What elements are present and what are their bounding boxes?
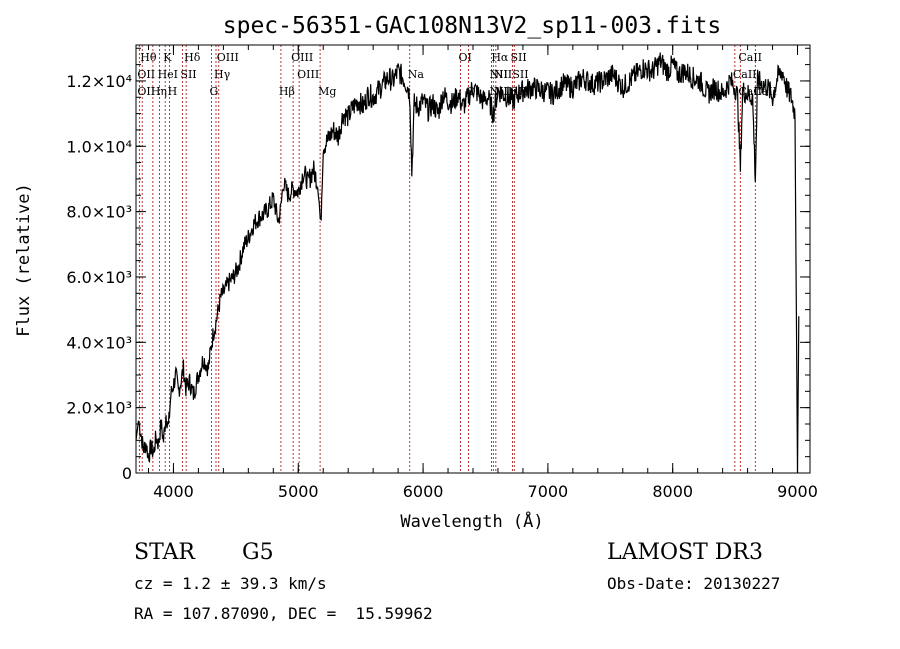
oii-line-label: OII bbox=[137, 85, 155, 98]
y-tick-label: 4.0×10³ bbox=[66, 333, 132, 352]
line-markers bbox=[138, 45, 756, 473]
subclass-label: G5 bbox=[242, 540, 274, 565]
x-axis-label: Wavelength (Å) bbox=[400, 510, 543, 532]
hbeta-line-label: Hβ bbox=[279, 85, 295, 98]
obs-date: Obs-Date: 20130227 bbox=[607, 574, 781, 593]
nii-6583-line-label: NII bbox=[494, 68, 512, 81]
y-axis-label: Flux (relative) bbox=[14, 183, 34, 337]
g-line-label: G bbox=[210, 85, 219, 98]
x-tick-label: 8000 bbox=[652, 482, 693, 501]
x-tick-label: 6000 bbox=[403, 482, 444, 501]
x-axis: 4000 5000 6000 7000 8000 9000 bbox=[147, 45, 818, 501]
plot-frame bbox=[135, 44, 811, 474]
k-line-label: K bbox=[163, 51, 172, 64]
nii-6548-line-label: NII bbox=[489, 68, 507, 81]
coordinates-readout: RA = 107.87090, DEC = 15.59962 bbox=[134, 604, 433, 623]
y-tick-label: 1.0×10⁴ bbox=[66, 137, 132, 156]
heta-line-label: Hη bbox=[151, 85, 167, 98]
x-tick-label: 4000 bbox=[153, 482, 194, 501]
oi-6364-line-label: OI bbox=[467, 85, 480, 98]
mg-line-label: Mg bbox=[318, 85, 336, 98]
hb-line-label: Hθ bbox=[140, 51, 157, 64]
hei-line-label: HeI bbox=[158, 68, 178, 81]
caii-8498-line-label: CaII bbox=[733, 68, 757, 81]
y-tick-label: 8.0×10³ bbox=[66, 203, 132, 222]
caii-8542-line-label: CaII bbox=[738, 51, 762, 64]
x-tick-label: 7000 bbox=[528, 482, 569, 501]
y-tick-label: 2.0×10³ bbox=[66, 399, 132, 418]
nii-6548-line-label: NII bbox=[489, 85, 507, 98]
line-labels: HθOIIOIIHηHeIKSIIHHδGHγOIIIHβOIIIOIIIMgN… bbox=[137, 51, 777, 98]
x-tick-label: 9000 bbox=[777, 482, 818, 501]
x-tick-label: 5000 bbox=[278, 482, 319, 501]
y-tick-label: 1.2×10⁴ bbox=[66, 72, 132, 91]
y-axis: 0 2.0×10³ 4.0×10³ 6.0×10³ 8.0×10³ 1.0×10⁴ 1.2×… bbox=[66, 47, 810, 483]
hgamma-line-label: Hγ bbox=[214, 68, 231, 81]
sii-6731-line-label: SII bbox=[512, 68, 528, 81]
sii-blue-line-label: SII bbox=[180, 68, 196, 81]
oiii-4959-line-label: OIII bbox=[291, 51, 313, 64]
hdelta-line-label: Hδ bbox=[184, 51, 201, 64]
caii-8662-line-label: CaII bbox=[753, 85, 777, 98]
h-line-label: H bbox=[168, 85, 178, 98]
sii-6716-line-label: SII bbox=[510, 85, 526, 98]
oiii-5007-line-label: OIII bbox=[297, 68, 319, 81]
caii-8542-line-label: CaII bbox=[738, 85, 762, 98]
na-line-label: Na bbox=[408, 68, 425, 81]
nii-6583-line-label: NII bbox=[494, 85, 512, 98]
class-label: STAR bbox=[134, 540, 195, 565]
spectrum-plot: spec-56351-GAC108N13V2_sp11-003.fits 400… bbox=[14, 13, 818, 532]
y-tick-label: 0 bbox=[122, 464, 132, 483]
oii-line-label: OII bbox=[137, 68, 155, 81]
sii-6716-line-label: SII bbox=[510, 51, 526, 64]
y-tick-label: 6.0×10³ bbox=[66, 268, 132, 287]
spectrum-line bbox=[135, 52, 800, 474]
chart-title: spec-56351-GAC108N13V2_sp11-003.fits bbox=[223, 13, 722, 39]
halpha-line-label: Hα bbox=[491, 51, 509, 64]
oiii-4363-line-label: OIII bbox=[217, 51, 239, 64]
redshift-readout: cz = 1.2 ± 39.3 km/s bbox=[134, 574, 327, 593]
oi-line-label: OI bbox=[459, 51, 472, 64]
survey-label: LAMOST DR3 bbox=[607, 540, 763, 565]
